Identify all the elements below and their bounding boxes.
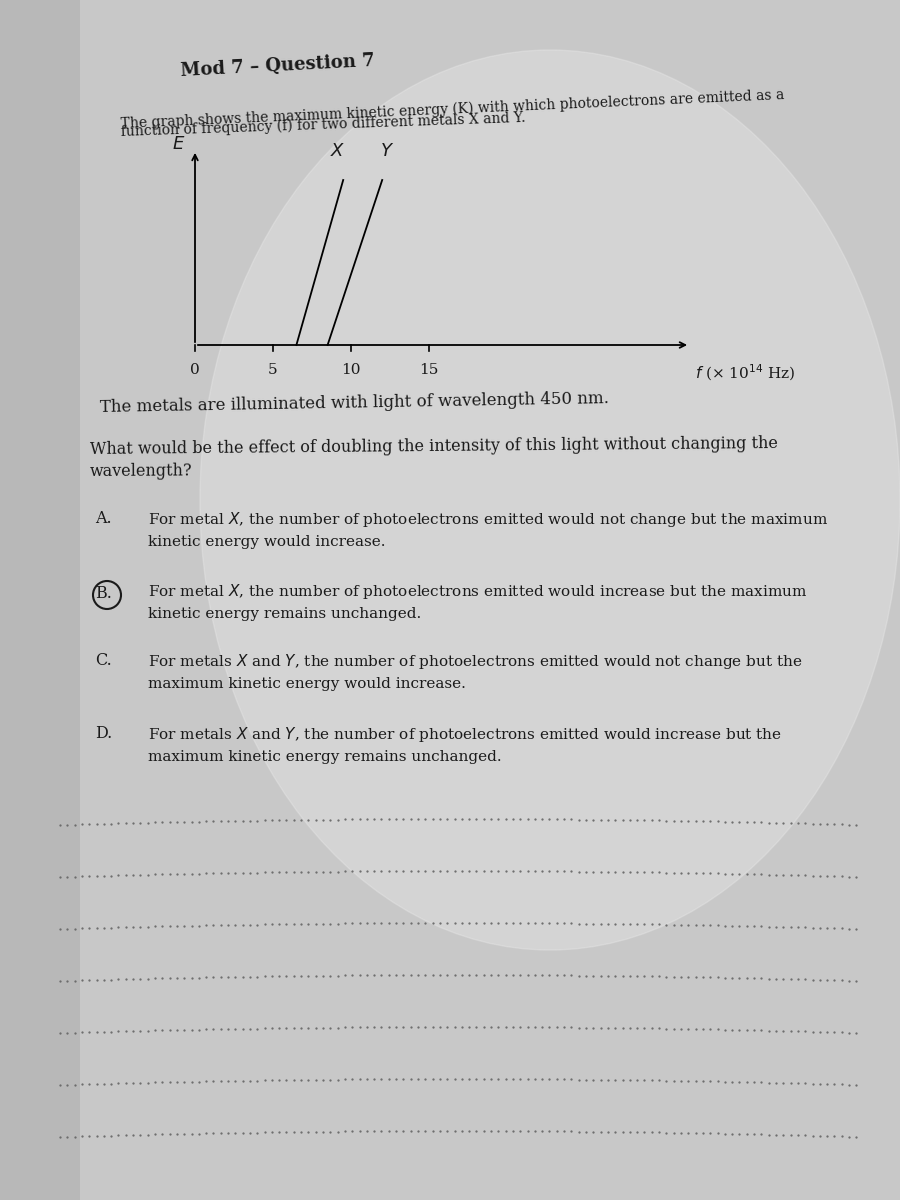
- Text: B.: B.: [95, 584, 112, 602]
- Text: maximum kinetic energy remains unchanged.: maximum kinetic energy remains unchanged…: [148, 750, 501, 764]
- Text: For metal $X$, the number of photoelectrons emitted would increase but the maxim: For metal $X$, the number of photoelectr…: [148, 582, 807, 601]
- Text: C.: C.: [95, 652, 112, 670]
- Text: maximum kinetic energy would increase.: maximum kinetic energy would increase.: [148, 677, 466, 691]
- Text: Mod 7 – Question 7: Mod 7 – Question 7: [180, 52, 375, 80]
- Text: kinetic energy remains unchanged.: kinetic energy remains unchanged.: [148, 607, 421, 622]
- Text: For metals $X$ and $Y$, the number of photoelectrons emitted would increase but : For metals $X$ and $Y$, the number of ph…: [148, 725, 782, 744]
- Text: 15: 15: [419, 362, 438, 377]
- Text: $E$: $E$: [172, 134, 185, 152]
- Text: D.: D.: [95, 725, 112, 742]
- Text: 10: 10: [341, 362, 361, 377]
- Polygon shape: [0, 0, 80, 1200]
- Text: The graph shows the maximum kinetic energy (K) with which photoelectrons are emi: The graph shows the maximum kinetic ener…: [120, 88, 784, 131]
- Text: A.: A.: [95, 510, 112, 527]
- Text: $Y$: $Y$: [380, 142, 394, 160]
- Text: wavelength?: wavelength?: [90, 462, 193, 480]
- Text: For metal $X$, the number of photoelectrons emitted would not change but the max: For metal $X$, the number of photoelectr…: [148, 510, 828, 529]
- Text: 5: 5: [268, 362, 278, 377]
- Text: function of frequency (f) for two different metals X and Y.: function of frequency (f) for two differ…: [120, 110, 526, 138]
- Text: kinetic energy would increase.: kinetic energy would increase.: [148, 535, 385, 550]
- Text: The metals are illuminated with light of wavelength 450 nm.: The metals are illuminated with light of…: [100, 390, 609, 416]
- Text: What would be the effect of doubling the intensity of this light without changin: What would be the effect of doubling the…: [90, 434, 778, 458]
- Text: 0: 0: [190, 362, 200, 377]
- Text: For metals $X$ and $Y$, the number of photoelectrons emitted would not change bu: For metals $X$ and $Y$, the number of ph…: [148, 652, 803, 671]
- Ellipse shape: [200, 50, 900, 950]
- Text: $f$ (× 10$^{14}$ Hz): $f$ (× 10$^{14}$ Hz): [695, 362, 796, 383]
- Text: $X$: $X$: [330, 142, 346, 160]
